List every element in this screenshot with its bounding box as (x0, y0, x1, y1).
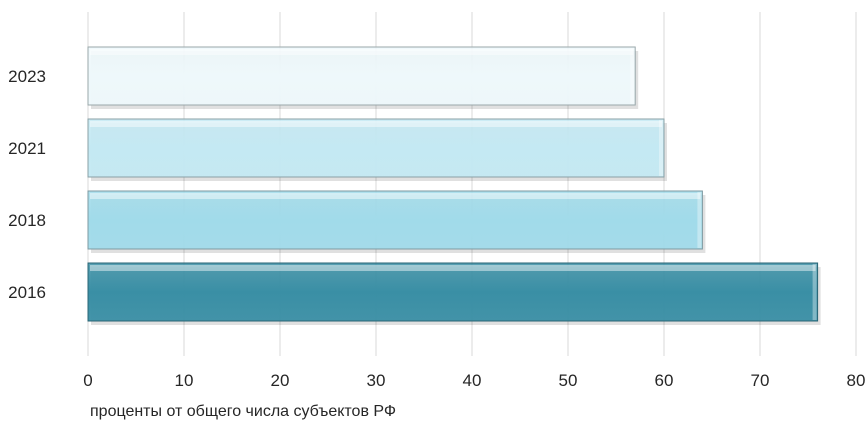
bar-layer (87, 46, 821, 325)
bar-highlight-2021 (90, 121, 662, 127)
x-tick-label-0: 0 (83, 371, 92, 390)
x-tick-label-20: 20 (271, 371, 290, 390)
bar-edge-2018 (697, 192, 702, 248)
x-tick-label-80: 80 (847, 371, 866, 390)
bar-highlight-2023 (90, 49, 634, 55)
x-tick-label-60: 60 (655, 371, 674, 390)
x-tick-label-70: 70 (751, 371, 770, 390)
y-category-label-2016: 2016 (8, 283, 46, 302)
x-tick-label-40: 40 (463, 371, 482, 390)
bar-highlight-2016 (90, 265, 816, 271)
bar-2016 (87, 262, 819, 322)
y-category-label-2018: 2018 (8, 211, 46, 230)
bar-2023 (87, 46, 636, 106)
bar-edge-2021 (659, 120, 663, 176)
bar-highlight-2018 (90, 193, 701, 199)
x-tick-label-10: 10 (175, 371, 194, 390)
x-tick-label-30: 30 (367, 371, 386, 390)
y-category-label-2021: 2021 (8, 139, 46, 158)
label-layer: 0 10 20 30 40 50 60 70 80 2023 2021 2018 2016 (8, 67, 865, 390)
bar-2018 (87, 190, 703, 250)
bar-edge-2023 (630, 48, 635, 104)
x-axis-title: проценты от общего числа субъектов РФ (90, 403, 396, 420)
bar-edge-2016 (812, 264, 817, 320)
bar-2021 (87, 118, 665, 178)
y-category-label-2023: 2023 (8, 67, 46, 86)
x-tick-label-50: 50 (559, 371, 578, 390)
